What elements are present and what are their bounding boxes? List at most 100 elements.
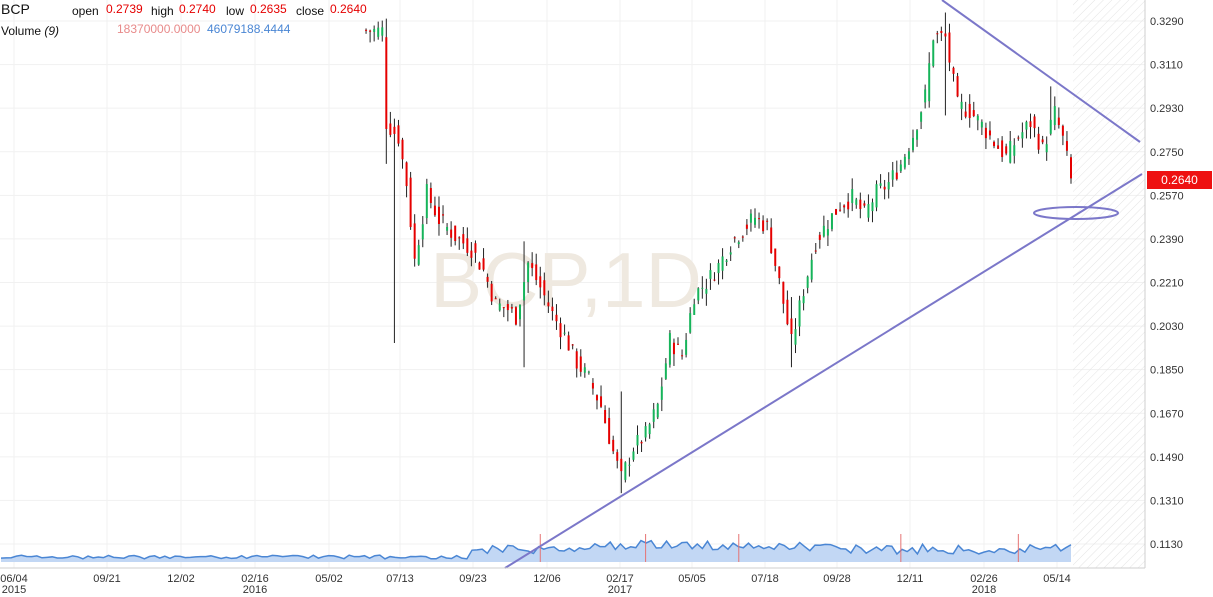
price-tick-label: 0.1310: [1150, 495, 1184, 507]
candle-body: [920, 112, 923, 122]
candle-body: [640, 441, 643, 444]
candle-body: [437, 206, 440, 224]
candle-body: [660, 386, 663, 400]
candle-body: [713, 279, 716, 281]
candle-body: [960, 101, 963, 109]
candle-body: [417, 245, 420, 265]
candle-body: [587, 371, 590, 373]
time-tick-label: 09/28: [823, 573, 851, 585]
price-tick-label: 0.1490: [1150, 452, 1184, 464]
candle-body: [664, 363, 667, 379]
candle-body: [462, 234, 465, 244]
candle-body: [774, 248, 777, 266]
drawing-layer[interactable]: [504, 0, 1143, 569]
candle-body: [988, 130, 991, 136]
candle-body: [693, 304, 696, 315]
candle-body: [478, 262, 481, 270]
candle-body: [620, 458, 623, 472]
candle-body: [1033, 116, 1036, 129]
candle-body: [628, 464, 631, 466]
open-label: open: [72, 4, 99, 18]
candle-body: [429, 187, 432, 203]
low-value: 0.2635: [250, 2, 287, 16]
candle-body: [980, 121, 983, 128]
price-tick-label: 0.2390: [1150, 234, 1184, 246]
candle-body: [579, 356, 582, 372]
volume-layer: [0, 534, 1072, 562]
candle-body: [547, 302, 550, 307]
candle-body: [506, 304, 509, 311]
candle-body: [559, 323, 562, 338]
candle-body: [1041, 139, 1044, 143]
candle-body: [1053, 106, 1056, 126]
candle-body: [543, 280, 546, 296]
open-value: 0.2739: [106, 2, 143, 16]
candle-body: [551, 306, 554, 312]
candle-body: [851, 189, 854, 204]
candle-body: [474, 243, 477, 253]
candle-body: [535, 264, 538, 281]
candle-body: [421, 224, 424, 240]
time-tick-label: 09/23: [459, 573, 487, 585]
candle-body: [644, 426, 647, 438]
candle-body: [519, 304, 522, 320]
candle-body: [1009, 140, 1012, 163]
price-tick-label: 0.3110: [1150, 60, 1183, 72]
candle-body: [681, 355, 684, 357]
time-tick-year: 2016: [243, 584, 267, 596]
candle-body: [871, 202, 874, 212]
candle-body: [539, 276, 542, 288]
candle-body: [1005, 146, 1008, 154]
candle-body: [835, 209, 838, 215]
resistance-trendline: [941, 0, 1141, 143]
candle-body: [668, 333, 671, 365]
candle-body: [924, 89, 927, 103]
candle-body: [891, 170, 894, 180]
candle-body: [373, 28, 376, 32]
candle-body: [1057, 117, 1060, 126]
candle-body: [790, 318, 793, 335]
candle-body: [527, 262, 530, 283]
time-tick-label: 02/26: [970, 573, 998, 585]
candle-body: [612, 439, 615, 452]
candle-body: [875, 184, 878, 208]
candle-body: [531, 263, 534, 269]
candle-body: [729, 252, 732, 255]
candle-body: [1029, 121, 1032, 128]
price-tick-label: 0.2030: [1150, 321, 1184, 333]
price-tick-label: 0.3290: [1150, 16, 1184, 28]
candle-body: [502, 307, 505, 309]
candle-body: [494, 298, 497, 300]
candle-body: [636, 434, 639, 446]
candle-body: [717, 263, 720, 274]
candle-body: [944, 33, 947, 37]
symbol-label[interactable]: BCP: [1, 1, 30, 17]
time-tick-label: 05/14: [1043, 573, 1071, 585]
volume-legend[interactable]: Volume (9): [1, 24, 59, 38]
candle-body: [689, 313, 692, 333]
candle-body: [798, 300, 801, 327]
price-axis[interactable]: 0.3290 0.3110 0.2930 0.2750 0.2570 0.2390 0.22…: [1150, 16, 1184, 551]
candle-body: [1065, 141, 1068, 151]
candle-body: [802, 296, 805, 304]
candle-body: [806, 276, 809, 288]
candle-body: [677, 343, 680, 345]
candle-body: [523, 282, 526, 301]
candle-body: [369, 30, 372, 32]
candle-body: [721, 256, 724, 271]
candle-body: [818, 234, 821, 240]
candle-body: [778, 266, 781, 279]
candle-body: [672, 342, 675, 355]
candle-body: [1013, 145, 1016, 156]
candle-body: [510, 307, 513, 309]
candle-body: [859, 199, 862, 209]
price-tick-label: 0.2210: [1150, 278, 1184, 290]
candle-body: [903, 156, 906, 168]
candle-body: [381, 27, 384, 36]
time-tick-label: 07/18: [751, 573, 779, 585]
high-label: high: [151, 4, 174, 18]
candle-body: [972, 110, 975, 116]
candle-body: [470, 250, 473, 258]
